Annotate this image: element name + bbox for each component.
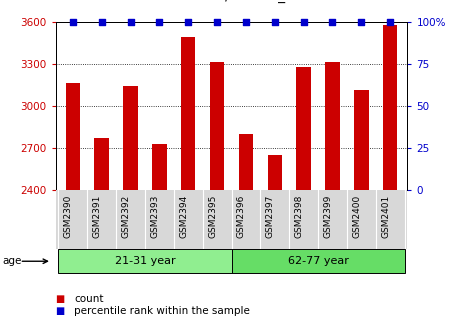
Text: GDS156 / 34864_at: GDS156 / 34864_at bbox=[164, 0, 299, 3]
Point bbox=[271, 19, 278, 25]
Bar bbox=[152, 143, 167, 190]
Text: 21-31 year: 21-31 year bbox=[115, 256, 175, 266]
Point bbox=[213, 19, 221, 25]
Bar bbox=[383, 25, 397, 190]
Text: GSM2391: GSM2391 bbox=[93, 195, 102, 238]
Text: GSM2396: GSM2396 bbox=[237, 195, 246, 238]
Text: GSM2398: GSM2398 bbox=[294, 195, 304, 238]
Point bbox=[156, 19, 163, 25]
Point bbox=[300, 19, 307, 25]
Text: GSM2394: GSM2394 bbox=[179, 195, 188, 238]
Point bbox=[242, 19, 250, 25]
Point bbox=[185, 19, 192, 25]
Bar bbox=[268, 155, 282, 190]
Point bbox=[387, 19, 394, 25]
Text: count: count bbox=[74, 294, 104, 304]
Point bbox=[329, 19, 336, 25]
Text: GSM2393: GSM2393 bbox=[150, 195, 159, 238]
Bar bbox=[239, 134, 253, 190]
Text: ■: ■ bbox=[56, 294, 65, 304]
Bar bbox=[66, 83, 80, 190]
Bar bbox=[296, 67, 311, 190]
Bar bbox=[58, 249, 232, 274]
Text: GSM2392: GSM2392 bbox=[122, 195, 131, 238]
Point bbox=[127, 19, 134, 25]
Text: GSM2397: GSM2397 bbox=[266, 195, 275, 238]
Text: GSM2390: GSM2390 bbox=[64, 195, 73, 238]
Text: ■: ■ bbox=[56, 306, 65, 316]
Bar bbox=[210, 62, 224, 190]
Bar bbox=[354, 90, 369, 190]
Text: GSM2401: GSM2401 bbox=[381, 195, 390, 238]
Text: age: age bbox=[2, 256, 22, 266]
Point bbox=[357, 19, 365, 25]
Text: GSM2395: GSM2395 bbox=[208, 195, 217, 238]
Bar bbox=[325, 62, 340, 190]
Text: 62-77 year: 62-77 year bbox=[288, 256, 349, 266]
Bar bbox=[123, 86, 138, 190]
Bar bbox=[181, 37, 195, 190]
Point bbox=[69, 19, 76, 25]
Point bbox=[98, 19, 106, 25]
Text: GSM2399: GSM2399 bbox=[324, 195, 332, 238]
Text: GSM2400: GSM2400 bbox=[352, 195, 361, 238]
Bar bbox=[94, 138, 109, 190]
Text: percentile rank within the sample: percentile rank within the sample bbox=[74, 306, 250, 316]
Bar bbox=[232, 249, 405, 274]
